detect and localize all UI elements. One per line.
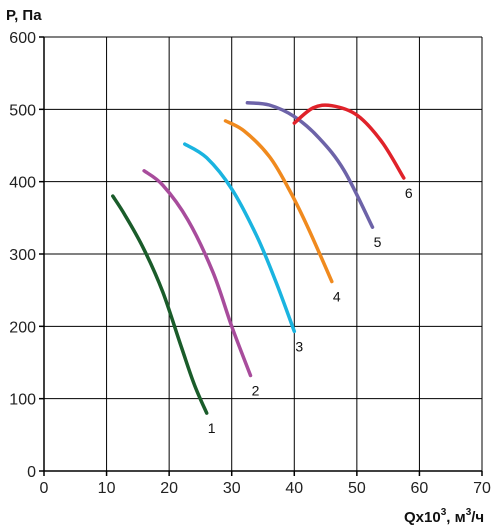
x-tick-label: 40 <box>285 480 303 497</box>
x-axis-title-unit-exp: 3 <box>466 507 472 518</box>
x-tick-label: 60 <box>411 480 429 497</box>
y-tick-label: 500 <box>9 102 36 119</box>
y-tick-label: 100 <box>9 392 36 409</box>
y-tick-label: 200 <box>9 319 36 336</box>
curve-2 <box>142 169 253 378</box>
x-tick-label: 10 <box>98 480 116 497</box>
curve-6 <box>292 103 406 180</box>
y-tick-label: 0 <box>27 464 36 481</box>
x-tick-label: 0 <box>40 480 49 497</box>
x-tick-label: 50 <box>348 480 366 497</box>
x-axis-title-exp: 3 <box>441 507 447 518</box>
y-tick-label: 600 <box>9 30 36 47</box>
curve-label-1: 1 <box>208 420 216 436</box>
curve-label-6: 6 <box>405 185 413 201</box>
curve-1 <box>111 194 209 415</box>
x-tick-label: 30 <box>223 480 241 497</box>
y-tick-label: 400 <box>9 175 36 192</box>
x-axis-title-main: Qx10 <box>404 509 441 526</box>
curve-label-4: 4 <box>333 288 341 304</box>
axes: 0 10 20 30 40 50 60 70 0 100 200 300 400 500 600 <box>9 30 491 497</box>
curve-5 <box>245 101 375 229</box>
x-axis-title-tail: /ч <box>471 509 484 526</box>
curve-4 <box>223 119 334 284</box>
curve-label-2: 2 <box>252 383 260 399</box>
x-tick-label: 20 <box>160 480 178 497</box>
y-tick-label: 300 <box>9 247 36 264</box>
y-axis-title: P, Па <box>6 7 42 24</box>
curve-label-5: 5 <box>374 234 382 250</box>
curve-3 <box>183 142 297 334</box>
x-axis-title-unit: , м <box>446 509 465 526</box>
curves <box>111 101 406 415</box>
curve-labels: 1 2 3 4 5 6 <box>208 185 413 436</box>
x-tick-label: 70 <box>473 480 491 497</box>
curve-label-3: 3 <box>295 338 303 354</box>
grid <box>44 36 483 471</box>
x-axis-title: Qx103, м3/ч <box>404 507 484 526</box>
